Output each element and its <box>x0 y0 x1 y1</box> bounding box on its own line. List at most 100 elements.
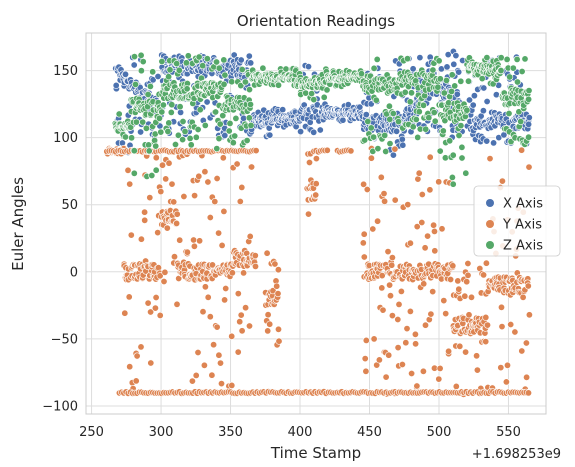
z-axis-point <box>506 73 514 81</box>
y-axis-point <box>238 327 246 335</box>
y-tick-label: 0 <box>70 265 78 280</box>
chart-title: Orientation Readings <box>237 12 395 30</box>
y-axis-point <box>391 196 399 204</box>
z-axis-point <box>149 68 157 76</box>
y-axis-point <box>497 303 505 311</box>
x-axis-point <box>450 60 458 68</box>
x-tick-label: 300 <box>149 425 174 440</box>
y-axis-point <box>234 348 242 356</box>
y-axis-point <box>415 169 423 177</box>
y-tick-label: 50 <box>61 198 78 213</box>
y-axis-point <box>455 285 463 293</box>
y-axis-point <box>404 201 412 209</box>
y-axis-point <box>154 229 162 237</box>
x-axis-point <box>149 76 157 84</box>
y-axis-point <box>159 161 167 169</box>
y-axis-point <box>462 348 470 356</box>
y-axis-point <box>347 147 355 155</box>
legend: X Axis Y Axis Z Axis <box>473 185 561 257</box>
y-axis-point <box>215 229 223 237</box>
y-axis-point <box>126 180 134 188</box>
y-axis-point <box>370 335 378 343</box>
y-axis-point <box>218 380 226 388</box>
y-axis-point <box>421 321 429 329</box>
y-axis-point <box>360 230 368 238</box>
y-axis-point <box>228 269 236 277</box>
y-axis-point <box>238 183 246 191</box>
z-axis-point <box>148 172 156 180</box>
z-axis-point <box>451 82 459 90</box>
y-axis-point <box>246 232 254 240</box>
legend-label: Z Axis <box>503 239 543 254</box>
z-axis-point <box>446 137 454 145</box>
y-axis-point <box>384 248 392 256</box>
x-axis-point <box>266 131 274 139</box>
y-axis-point <box>412 340 420 348</box>
z-axis-point <box>414 133 422 141</box>
y-axis-point <box>312 191 320 199</box>
y-axis-point <box>419 367 427 375</box>
y-axis-point <box>204 178 212 186</box>
x-axis-point <box>525 114 533 122</box>
x-axis-point <box>304 63 312 71</box>
z-axis-point <box>221 71 229 79</box>
z-axis-point <box>158 57 166 65</box>
y-axis-point <box>190 242 198 250</box>
y-axis-point <box>413 382 421 390</box>
y-axis-point <box>435 178 443 186</box>
y-axis-point <box>362 367 370 375</box>
y-axis-point <box>121 309 129 317</box>
y-axis-point <box>220 207 228 215</box>
x-axis-point <box>399 141 407 149</box>
z-axis-point <box>409 123 417 131</box>
y-axis-point <box>274 325 282 333</box>
y-axis-point <box>173 219 181 227</box>
y-axis-point <box>168 180 176 188</box>
z-axis-point <box>175 66 183 74</box>
y-axis-point <box>518 146 526 154</box>
z-axis-point <box>308 90 316 98</box>
x-axis-point <box>492 91 500 99</box>
y-axis-point <box>420 280 428 288</box>
y-axis-point <box>507 320 515 328</box>
y-axis-point <box>196 237 204 245</box>
z-axis-point <box>142 124 150 132</box>
z-axis-point <box>203 55 211 63</box>
y-axis-point <box>137 235 145 243</box>
z-axis-point <box>165 119 173 127</box>
y-axis-point <box>195 172 203 180</box>
z-axis-point <box>137 51 145 59</box>
x-axis-point <box>409 65 417 73</box>
x-axis-point <box>452 52 460 60</box>
y-axis-point <box>208 371 216 379</box>
z-axis-point <box>122 133 130 141</box>
y-axis-point <box>498 323 506 331</box>
y-axis-point <box>418 219 426 227</box>
y-axis-point <box>525 163 533 171</box>
y-axis-point <box>252 147 260 155</box>
z-axis-point <box>448 173 456 181</box>
y-axis-point <box>217 359 225 367</box>
y-axis-point <box>503 361 511 369</box>
y-axis-point <box>275 337 283 345</box>
z-axis-point <box>386 115 394 123</box>
y-axis-point <box>442 310 450 318</box>
z-axis-point <box>155 114 163 122</box>
z-axis-point <box>525 133 533 141</box>
y-tick-label: −50 <box>51 332 78 347</box>
z-axis-point <box>425 114 433 122</box>
x-axis-point <box>297 128 305 136</box>
x-tick-label: 250 <box>79 425 104 440</box>
z-axis-point <box>513 78 521 86</box>
y-axis-point <box>173 210 181 218</box>
x-axis-point <box>112 81 120 89</box>
x-axis-point <box>483 98 491 106</box>
x-axis-point <box>444 51 452 59</box>
y-axis-point <box>236 318 244 326</box>
y-axis-point <box>465 311 473 319</box>
z-axis-point <box>158 108 166 116</box>
y-axis-point <box>237 311 245 319</box>
y-axis-point <box>215 351 223 359</box>
y-axis-point <box>127 231 135 239</box>
y-axis-point <box>473 366 481 374</box>
